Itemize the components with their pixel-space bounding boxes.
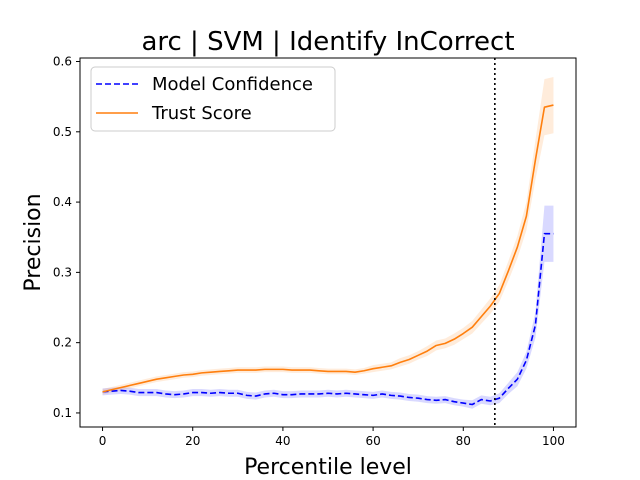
x-tick-label: 100 — [542, 434, 565, 448]
x-tick-label: 60 — [365, 434, 380, 448]
x-tick-label: 0 — [99, 434, 107, 448]
legend-box — [90, 66, 336, 132]
y-tick-label: 0.2 — [53, 336, 72, 350]
y-tick-label: 0.6 — [53, 55, 72, 69]
plot-area — [102, 58, 554, 427]
y-tick-label: 0.1 — [53, 406, 72, 420]
y-tick-label: 0.4 — [53, 195, 72, 209]
x-axis-label: Percentile level — [244, 455, 412, 480]
x-tick-label: 80 — [456, 434, 471, 448]
series-line-0 — [102, 232, 554, 406]
legend-label-0: Model Confidence — [152, 74, 313, 95]
legend-label-1: Trust Score — [151, 103, 252, 124]
plot-frame — [79, 57, 577, 428]
x-tick-label: 20 — [185, 434, 200, 448]
x-tick-label: 40 — [275, 434, 290, 448]
axis-ticks: 0 20 40 60 80 100 0.1 0.2 0.3 0.4 0.5 0.6 — [53, 55, 565, 448]
y-tick-label: 0.5 — [53, 125, 72, 139]
y-axis-label: Precision — [21, 193, 46, 291]
y-tick-label: 0.3 — [53, 265, 72, 279]
legend: Model Confidence Trust Score — [90, 66, 336, 132]
series-line-1 — [102, 104, 554, 393]
chart-title: arc | SVM | Identify InCorrect — [141, 27, 514, 57]
